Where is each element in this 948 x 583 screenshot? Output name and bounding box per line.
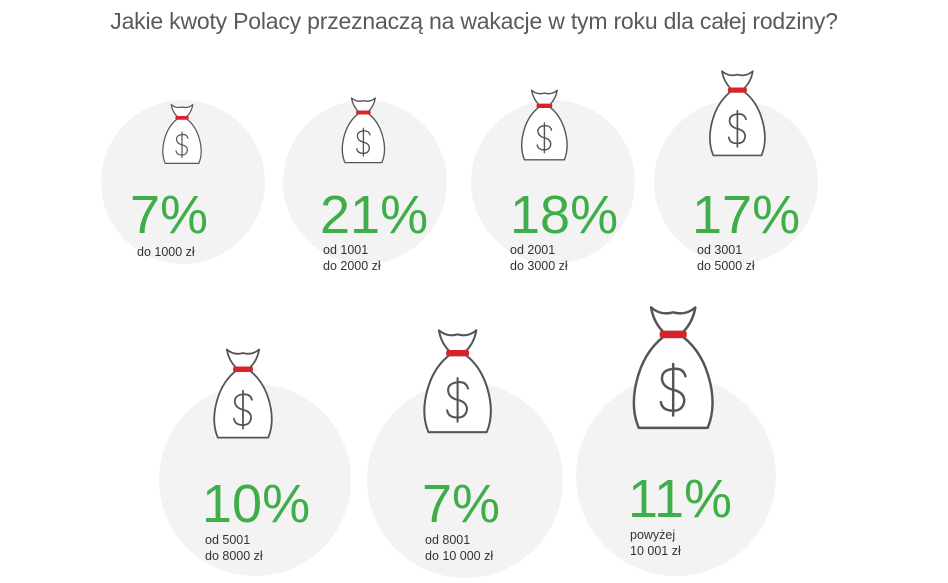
bag-tuft (350, 97, 376, 112)
bag-tuft (225, 348, 261, 369)
amount-range-line: od 8001 (425, 533, 471, 547)
dollar-icon (536, 122, 553, 154)
dollar-icon (233, 389, 253, 430)
dollar-icon (175, 131, 189, 158)
percentage-value: 17% (692, 185, 801, 245)
amount-range-label: od 3001 do 5000 zł (697, 242, 755, 274)
money-bag-icon (632, 306, 714, 430)
dollar-icon (446, 377, 470, 423)
money-bag (158, 101, 206, 172)
bag-tie (233, 366, 253, 372)
amount-range-line: 10 001 zł (630, 544, 681, 558)
money-bag-icon (709, 70, 766, 157)
dollar-icon (727, 109, 747, 148)
money-bag (207, 344, 279, 448)
amount-range-line: do 10 000 zł (425, 549, 494, 563)
percentage-value: 11% (628, 469, 733, 529)
bag-tie (175, 116, 189, 120)
amount-range-line: do 8000 zł (205, 549, 263, 563)
amount-range-label: powyżej 10 001 zł (630, 527, 681, 559)
money-bag (416, 324, 499, 443)
amount-range-line: powyżej (630, 528, 676, 542)
amount-range-line: od 1001 (323, 243, 369, 257)
money-bag-icon (520, 89, 568, 161)
amount-range-label: do 1000 zł (137, 244, 195, 260)
money-bag (337, 94, 390, 172)
amount-range-label: od 2001 do 3000 zł (510, 242, 568, 274)
percentage-value: 18% (510, 185, 619, 245)
money-bag-icon (341, 97, 386, 164)
amount-range-line: do 3000 zł (510, 259, 568, 273)
money-bag-icon (423, 329, 492, 434)
money-bag (516, 86, 573, 169)
percentage-value: 7% (422, 474, 501, 534)
percentage-value: 7% (130, 185, 209, 245)
amount-range-line: do 1000 zł (137, 245, 195, 259)
amount-range-line: do 5000 zł (697, 259, 755, 273)
percentage-value: 21% (320, 185, 429, 245)
amount-range-line: od 2001 (510, 243, 556, 257)
money-bag (703, 66, 772, 166)
bag-tuft (721, 70, 754, 90)
amount-range-label: od 1001 do 2000 zł (323, 242, 381, 274)
percentage-value: 10% (202, 474, 311, 534)
amount-range-line: od 5001 (205, 533, 251, 547)
amount-range-line: od 3001 (697, 243, 743, 257)
money-bag-icon (162, 104, 202, 164)
bag-tuft (649, 306, 697, 334)
amount-range-label: od 5001 do 8000 zł (205, 532, 263, 564)
dollar-icon (659, 362, 687, 417)
chart-title: Jakie kwoty Polacy przeznaczą na wakacje… (110, 8, 838, 34)
amount-range-label: od 8001 do 10 000 zł (425, 532, 493, 564)
bag-tuft (437, 329, 478, 353)
amount-range-line: do 2000 zł (323, 259, 381, 273)
bag-tuft (530, 89, 558, 106)
bag-tie (356, 110, 371, 115)
money-bag-icon (213, 348, 273, 439)
money-bag (624, 300, 722, 440)
bag-tie (659, 330, 687, 339)
dollar-icon (356, 127, 371, 157)
bag-tie (446, 350, 470, 357)
bag-tie (727, 87, 747, 93)
bag-tie (536, 103, 553, 109)
bag-tuft (170, 104, 194, 118)
